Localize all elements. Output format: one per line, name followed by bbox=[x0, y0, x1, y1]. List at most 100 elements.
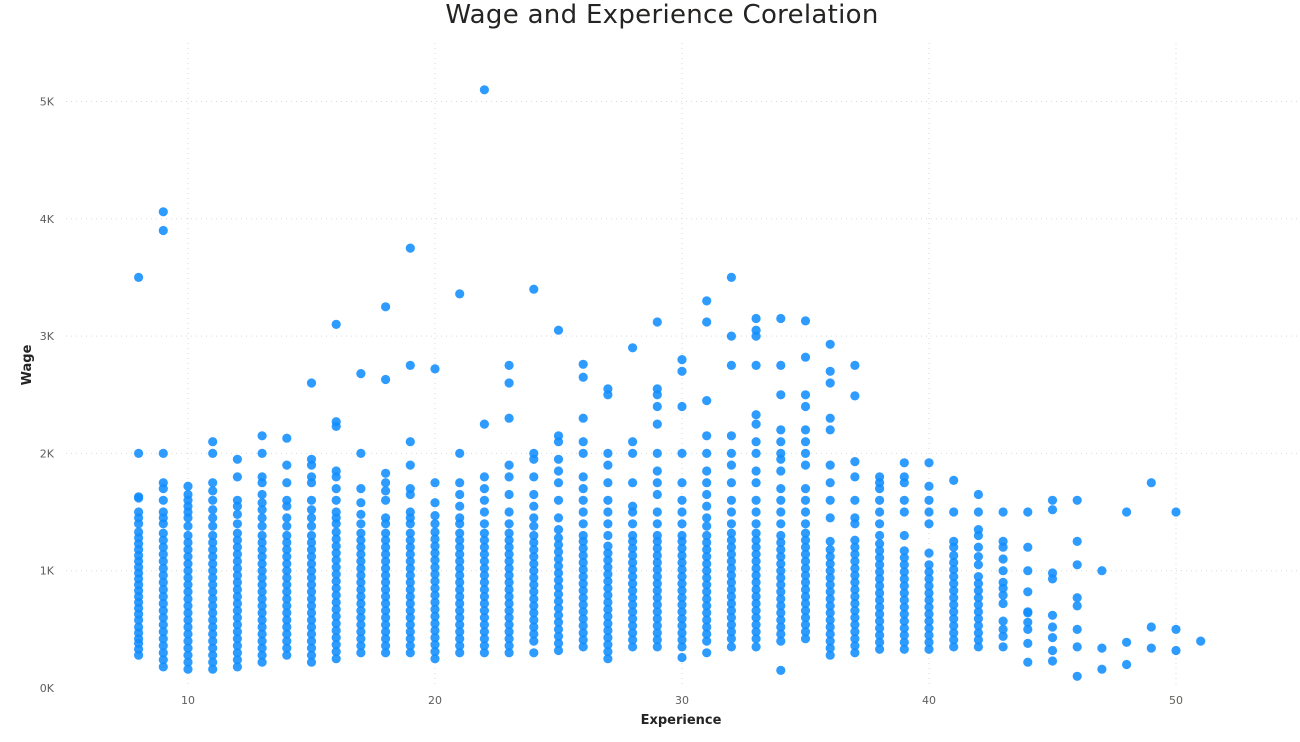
data-point[interactable] bbox=[899, 616, 909, 626]
data-point[interactable] bbox=[949, 621, 959, 631]
data-point[interactable] bbox=[924, 609, 934, 619]
data-point[interactable] bbox=[134, 448, 144, 458]
data-point[interactable] bbox=[578, 550, 588, 561]
data-point[interactable] bbox=[282, 513, 292, 523]
data-point[interactable] bbox=[677, 366, 687, 376]
data-point[interactable] bbox=[776, 545, 786, 555]
data-point[interactable] bbox=[652, 607, 662, 617]
data-point[interactable] bbox=[553, 575, 564, 585]
data-point[interactable] bbox=[306, 580, 317, 590]
data-point[interactable] bbox=[331, 633, 341, 643]
data-point[interactable] bbox=[998, 642, 1008, 652]
data-point[interactable] bbox=[257, 559, 267, 569]
data-point[interactable] bbox=[850, 613, 860, 623]
data-point[interactable] bbox=[529, 594, 539, 604]
data-point[interactable] bbox=[702, 608, 712, 618]
data-point[interactable] bbox=[850, 563, 860, 574]
data-point[interactable] bbox=[850, 472, 860, 482]
data-point[interactable] bbox=[998, 536, 1008, 547]
data-point[interactable] bbox=[800, 606, 811, 616]
data-point[interactable] bbox=[850, 606, 860, 616]
data-point[interactable] bbox=[405, 542, 415, 552]
data-point[interactable] bbox=[306, 594, 317, 604]
data-point[interactable] bbox=[529, 545, 539, 555]
data-point[interactable] bbox=[430, 534, 440, 544]
data-point[interactable] bbox=[430, 548, 440, 558]
data-point[interactable] bbox=[899, 581, 909, 591]
data-point[interactable] bbox=[1023, 607, 1033, 617]
data-point[interactable] bbox=[850, 391, 860, 401]
data-point[interactable] bbox=[578, 519, 588, 529]
data-point[interactable] bbox=[973, 621, 984, 631]
data-point[interactable] bbox=[504, 413, 514, 423]
data-point[interactable] bbox=[628, 593, 638, 603]
data-point[interactable] bbox=[899, 588, 909, 598]
data-point[interactable] bbox=[405, 620, 415, 630]
data-point[interactable] bbox=[603, 583, 613, 593]
data-point[interactable] bbox=[652, 635, 662, 645]
data-point[interactable] bbox=[726, 620, 737, 630]
data-point[interactable] bbox=[504, 542, 514, 552]
data-point[interactable] bbox=[973, 507, 984, 517]
data-point[interactable] bbox=[529, 648, 539, 658]
data-point[interactable] bbox=[282, 601, 292, 611]
data-point[interactable] bbox=[208, 545, 218, 555]
data-point[interactable] bbox=[455, 606, 465, 616]
data-point[interactable] bbox=[282, 629, 292, 639]
data-point[interactable] bbox=[751, 627, 761, 637]
data-point[interactable] bbox=[331, 319, 341, 329]
data-point[interactable] bbox=[504, 549, 514, 559]
data-point[interactable] bbox=[232, 662, 242, 672]
data-point[interactable] bbox=[158, 478, 168, 488]
data-point[interactable] bbox=[1023, 587, 1033, 597]
data-point[interactable] bbox=[603, 555, 613, 565]
data-point[interactable] bbox=[479, 519, 489, 529]
data-point[interactable] bbox=[504, 584, 514, 595]
data-point[interactable] bbox=[158, 641, 168, 651]
data-point[interactable] bbox=[973, 642, 984, 652]
data-point[interactable] bbox=[208, 594, 218, 604]
data-point[interactable] bbox=[776, 594, 786, 604]
data-point[interactable] bbox=[998, 631, 1008, 642]
data-point[interactable] bbox=[306, 587, 317, 597]
data-point[interactable] bbox=[875, 507, 885, 517]
data-point[interactable] bbox=[850, 360, 860, 370]
data-point[interactable] bbox=[405, 460, 415, 470]
data-point[interactable] bbox=[183, 629, 193, 639]
data-point[interactable] bbox=[356, 556, 366, 566]
data-point[interactable] bbox=[677, 600, 687, 610]
data-point[interactable] bbox=[973, 635, 984, 645]
data-point[interactable] bbox=[381, 613, 391, 623]
data-point[interactable] bbox=[628, 550, 638, 561]
data-point[interactable] bbox=[850, 648, 860, 658]
data-point[interactable] bbox=[875, 553, 885, 563]
data-point[interactable] bbox=[578, 437, 588, 447]
data-point[interactable] bbox=[306, 505, 317, 515]
data-point[interactable] bbox=[282, 552, 292, 562]
data-point[interactable] bbox=[949, 579, 959, 589]
data-point[interactable] bbox=[850, 495, 860, 505]
data-point[interactable] bbox=[652, 530, 662, 541]
data-point[interactable] bbox=[578, 628, 588, 638]
data-point[interactable] bbox=[603, 654, 613, 664]
data-point[interactable] bbox=[1047, 610, 1058, 620]
data-point[interactable] bbox=[381, 563, 391, 574]
data-point[interactable] bbox=[183, 580, 193, 590]
data-point[interactable] bbox=[726, 577, 737, 588]
data-point[interactable] bbox=[825, 513, 835, 523]
data-point[interactable] bbox=[381, 535, 391, 545]
data-point[interactable] bbox=[1072, 593, 1082, 603]
data-point[interactable] bbox=[381, 486, 391, 496]
data-point[interactable] bbox=[652, 478, 662, 488]
data-point[interactable] bbox=[331, 548, 341, 558]
data-point[interactable] bbox=[652, 466, 662, 476]
data-point[interactable] bbox=[306, 537, 317, 548]
data-point[interactable] bbox=[949, 600, 959, 610]
data-point[interactable] bbox=[553, 645, 564, 656]
data-point[interactable] bbox=[529, 629, 539, 639]
data-point[interactable] bbox=[257, 580, 267, 590]
data-point[interactable] bbox=[479, 598, 489, 609]
data-point[interactable] bbox=[800, 448, 811, 458]
data-point[interactable] bbox=[578, 621, 588, 631]
data-point[interactable] bbox=[776, 587, 786, 597]
